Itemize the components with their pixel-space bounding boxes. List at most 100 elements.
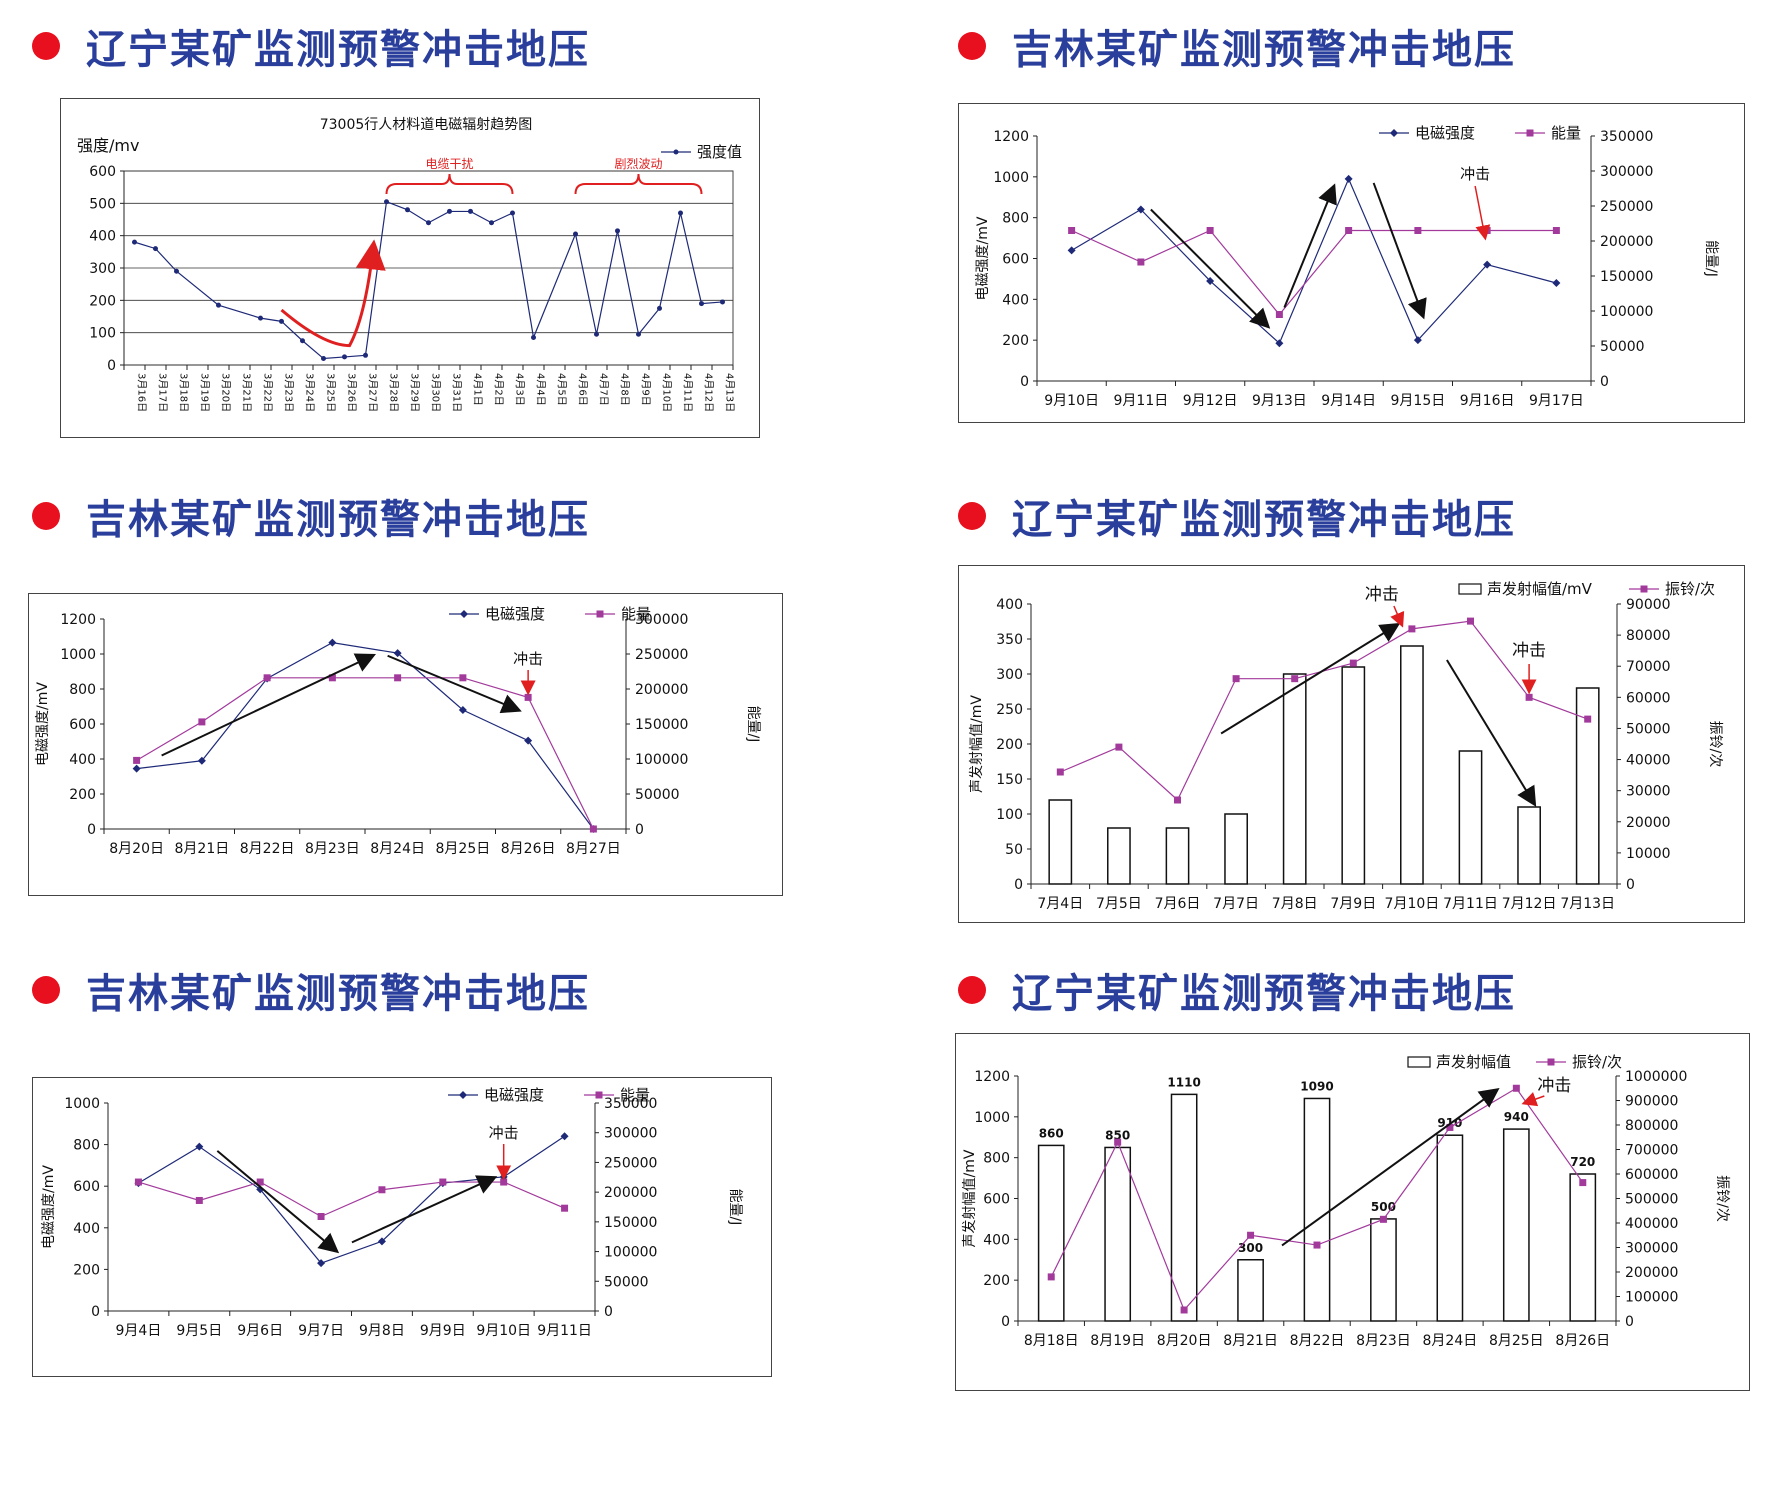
legend-label: 声发射幅值/mV: [1487, 580, 1593, 598]
data-point: [524, 693, 532, 701]
data-point: [1056, 768, 1064, 776]
bar: [1436, 1134, 1464, 1322]
y-axis-title: 声发射幅值/mV: [962, 1149, 978, 1247]
x-tick-label: 3月22日: [262, 373, 274, 412]
impact-arrow: [1474, 185, 1491, 241]
chart-5: 0 200 400 600 800 1000 0 50000 100000 150000 20000…: [32, 1077, 772, 1377]
data-point: [132, 764, 141, 773]
y-tick-label: 50: [1005, 842, 1023, 858]
data-point: [1344, 174, 1353, 183]
x-tick-label: 8月20日: [1157, 1333, 1212, 1349]
data-point: [1136, 205, 1145, 214]
x-tick-label: 8月21日: [175, 841, 230, 857]
data-point: [589, 825, 597, 833]
data-point: [1137, 258, 1145, 266]
y-tick-label: 200: [73, 1262, 100, 1278]
chart-4-svg: 0 50 100 150 200 250 300 350 400 0 10000 20000 30000…: [969, 580, 1723, 912]
x-tick-label: 3月25日: [325, 373, 337, 412]
y2-axis-title: 振铃/次: [1714, 1175, 1730, 1222]
legend-swatch: [1458, 583, 1482, 595]
chart-2: 0 200 400 600 800 1000 1200 0 50000 100000 150000 2…: [958, 103, 1745, 423]
red-bullet-icon: [958, 976, 986, 1004]
x-tick-label: 8月25日: [436, 841, 491, 857]
y-tick-label: 800: [1002, 211, 1029, 227]
data-point: [1114, 1138, 1122, 1146]
x-tick-label: 8月18日: [1024, 1333, 1079, 1349]
legend-label: 电磁强度: [1415, 124, 1475, 142]
y-tick-label: 0: [87, 822, 96, 838]
data-point: [1408, 625, 1416, 633]
x-tick-label: 7月6日: [1155, 896, 1201, 912]
data-point: [1552, 279, 1561, 287]
chart-title: 73005行人材料道电磁辐射趋势图: [320, 117, 533, 133]
bar: [1458, 750, 1483, 885]
bar: [1104, 1146, 1132, 1322]
x-tick-label: 8月25日: [1489, 1333, 1544, 1349]
x-tick-label: 9月4日: [116, 1323, 162, 1339]
x-tick-label: 9月8日: [359, 1323, 405, 1339]
y2-tick-label: 50000: [1600, 339, 1645, 355]
data-point: [439, 1178, 447, 1186]
series-line: [136, 641, 594, 830]
y2-tick-label: 50000: [1626, 721, 1671, 737]
y-tick-label: 200: [996, 737, 1023, 753]
y2-tick-label: 60000: [1626, 690, 1671, 706]
x-tick-label: 9月14日: [1321, 393, 1376, 409]
y-tick-label: 200: [983, 1273, 1010, 1289]
data-point: [1584, 715, 1592, 723]
y2-tick-label: 40000: [1626, 753, 1671, 769]
annotation-brace: [385, 173, 514, 195]
data-point: [258, 315, 263, 321]
data-point: [1483, 260, 1492, 269]
data-point: [1349, 659, 1357, 667]
y2-tick-label: 150000: [635, 717, 688, 733]
x-tick-label: 3月23日: [283, 373, 295, 412]
y2-tick-label: 0: [1625, 1314, 1634, 1330]
y2-tick-label: 800000: [1625, 1118, 1678, 1134]
data-point: [1068, 227, 1076, 234]
legend-marker: [595, 1091, 603, 1099]
x-tick-label: 9月17日: [1529, 393, 1584, 409]
impact-label: 冲击: [1537, 1076, 1571, 1096]
series-line: [1060, 620, 1588, 801]
data-point: [321, 356, 326, 362]
data-point: [195, 1142, 204, 1151]
x-tick-label: 3月17日: [157, 373, 169, 412]
x-tick-label: 4月2日: [493, 373, 505, 406]
data-point: [1552, 227, 1560, 234]
legend-marker: [596, 610, 604, 618]
data-point: [394, 674, 402, 682]
y2-tick-label: 1000000: [1625, 1069, 1687, 1085]
x-tick-label: 7月8日: [1272, 896, 1318, 912]
y-tick-label: 0: [1020, 374, 1029, 390]
data-point: [426, 220, 431, 226]
series-line: [1071, 229, 1557, 316]
bar-data-label: 300: [1238, 1241, 1263, 1255]
legend-label: 能量: [620, 1086, 650, 1104]
y2-tick-label: 100000: [604, 1245, 657, 1261]
x-tick-label: 3月20日: [220, 373, 232, 412]
y2-tick-label: 100000: [635, 752, 688, 768]
panel-title: 辽宁某矿监测预警冲击地压: [1012, 971, 1516, 1017]
y2-tick-label: 200000: [1625, 1265, 1678, 1281]
trend-arrow: [216, 1150, 340, 1254]
bar-data-label: 1110: [1167, 1075, 1200, 1089]
x-tick-label: 4月10日: [661, 373, 673, 412]
y-tick-label: 400: [996, 597, 1023, 613]
x-tick-label: 9月7日: [298, 1323, 344, 1339]
x-tick-label: 7月10日: [1385, 896, 1440, 912]
y-tick-label: 400: [69, 752, 96, 768]
x-tick-label: 8月27日: [566, 841, 621, 857]
data-point: [1345, 227, 1353, 234]
bar-data-label: 850: [1105, 1128, 1130, 1142]
y2-tick-label: 0: [604, 1304, 613, 1320]
data-point: [1512, 1084, 1520, 1092]
panel-heading-3: 吉林某矿监测预警冲击地压: [32, 488, 590, 544]
red-bullet-icon: [958, 32, 986, 60]
chart-6: 0 200 400 600 800 1000 1200 0 100000 200000 300000…: [955, 1033, 1750, 1391]
y-tick-label: 1000: [64, 1096, 100, 1112]
trend-arrow: [1446, 659, 1537, 807]
chart-3: 0 200 400 600 800 1000 1200 0 50000 100000 150000 2…: [28, 593, 783, 896]
data-point: [134, 1178, 142, 1186]
y-tick-label: 600: [1002, 252, 1029, 268]
